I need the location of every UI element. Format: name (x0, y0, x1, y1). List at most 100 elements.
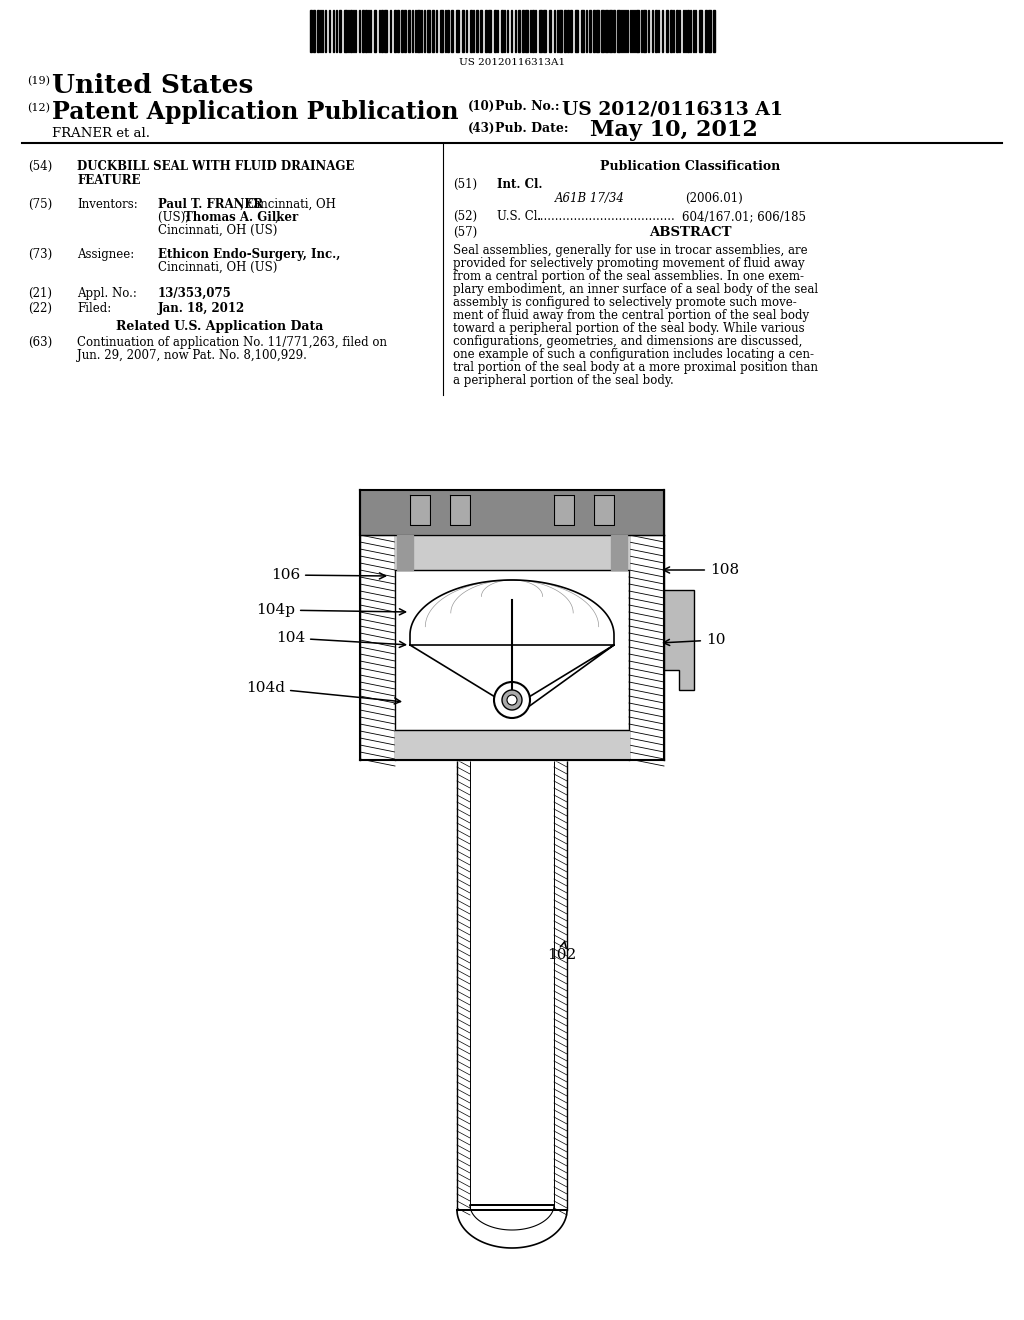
Text: Cincinnati, OH (US): Cincinnati, OH (US) (158, 261, 278, 275)
Text: 106: 106 (270, 568, 385, 582)
Text: ,: , (275, 211, 279, 224)
Bar (432, 11, 434, 51)
Text: a peripheral portion of the seal body.: a peripheral portion of the seal body. (453, 374, 674, 387)
Polygon shape (395, 570, 629, 760)
Bar (317, 11, 319, 51)
Text: FEATURE: FEATURE (77, 174, 140, 187)
Polygon shape (470, 760, 554, 1214)
Text: Seal assemblies, generally for use in trocar assemblies, are: Seal assemblies, generally for use in tr… (453, 244, 808, 257)
Polygon shape (360, 490, 664, 535)
Text: .....................................: ..................................... (537, 210, 676, 223)
Bar (362, 11, 364, 51)
Text: (12): (12) (27, 103, 50, 114)
Text: A61B 17/34: A61B 17/34 (555, 191, 625, 205)
Text: ABSTRACT: ABSTRACT (649, 226, 731, 239)
Bar (655, 11, 657, 51)
Bar (397, 11, 399, 51)
Polygon shape (457, 760, 470, 1210)
Text: 104p: 104p (256, 603, 406, 616)
Text: provided for selectively promoting movement of fluid away: provided for selectively promoting movem… (453, 257, 805, 271)
Bar (570, 11, 572, 51)
Text: (US);: (US); (158, 211, 193, 224)
Text: Appl. No.:: Appl. No.: (77, 286, 137, 300)
Text: May 10, 2012: May 10, 2012 (590, 119, 758, 141)
Text: United States: United States (52, 73, 253, 98)
Text: DUCKBILL SEAL WITH FLUID DRAINAGE: DUCKBILL SEAL WITH FLUID DRAINAGE (77, 160, 354, 173)
Bar (643, 11, 646, 51)
Bar (605, 11, 608, 51)
Bar (581, 11, 584, 51)
Bar (708, 11, 711, 51)
Text: toward a peripheral portion of the seal body. While various: toward a peripheral portion of the seal … (453, 322, 805, 335)
Polygon shape (395, 730, 629, 760)
Text: (52): (52) (453, 210, 477, 223)
Text: Ethicon Endo-Surgery, Inc.,: Ethicon Endo-Surgery, Inc., (158, 248, 340, 261)
Text: Jan. 18, 2012: Jan. 18, 2012 (158, 302, 246, 315)
Bar (705, 11, 707, 51)
Polygon shape (664, 590, 694, 690)
Bar (384, 11, 387, 51)
Bar (374, 11, 376, 51)
Text: Paul T. FRANER: Paul T. FRANER (158, 198, 263, 211)
Bar (485, 11, 487, 51)
Text: assembly is configured to selectively promote such move-: assembly is configured to selectively pr… (453, 296, 797, 309)
Text: Jun. 29, 2007, now Pat. No. 8,100,929.: Jun. 29, 2007, now Pat. No. 8,100,929. (77, 348, 307, 362)
Text: plary embodiment, an inner surface of a seal body of the seal: plary embodiment, an inner surface of a … (453, 282, 818, 296)
Text: (63): (63) (28, 337, 52, 348)
Bar (417, 11, 420, 51)
Circle shape (494, 682, 530, 718)
Text: Pub. No.:: Pub. No.: (495, 100, 559, 114)
Text: Thomas A. Gilker: Thomas A. Gilker (184, 211, 298, 224)
Text: 10: 10 (664, 634, 725, 647)
Bar (601, 11, 604, 51)
Bar (408, 11, 410, 51)
Polygon shape (360, 535, 395, 760)
Polygon shape (611, 535, 627, 570)
Bar (666, 11, 668, 51)
Bar (564, 11, 566, 51)
Text: US 20120116313A1: US 20120116313A1 (459, 58, 565, 67)
Polygon shape (410, 495, 430, 525)
Text: (10): (10) (468, 100, 496, 114)
Text: FRANER et al.: FRANER et al. (52, 127, 150, 140)
Text: Publication Classification: Publication Classification (600, 160, 780, 173)
Bar (394, 11, 396, 51)
Bar (381, 11, 383, 51)
Bar (609, 11, 612, 51)
Polygon shape (397, 535, 413, 570)
Text: (51): (51) (453, 178, 477, 191)
Bar (310, 11, 312, 51)
Bar (543, 11, 546, 51)
Text: (2006.01): (2006.01) (685, 191, 742, 205)
Bar (427, 11, 430, 51)
Bar (440, 11, 443, 51)
Bar (522, 11, 524, 51)
Bar (350, 11, 352, 51)
Text: 102: 102 (547, 941, 577, 962)
Bar (613, 11, 615, 51)
Bar (713, 11, 715, 51)
Bar (699, 11, 702, 51)
Bar (559, 11, 562, 51)
Bar (470, 11, 472, 51)
Text: ment of fluid away from the central portion of the seal body: ment of fluid away from the central port… (453, 309, 809, 322)
Text: Inventors:: Inventors: (77, 198, 138, 211)
Text: 13/353,075: 13/353,075 (158, 286, 231, 300)
Bar (593, 11, 595, 51)
Bar (617, 11, 620, 51)
Polygon shape (450, 495, 470, 525)
Text: Filed:: Filed: (77, 302, 112, 315)
Text: from a central portion of the seal assemblies. In one exem-: from a central portion of the seal assem… (453, 271, 804, 282)
Bar (313, 11, 315, 51)
Text: (22): (22) (28, 302, 52, 315)
Text: Int. Cl.: Int. Cl. (497, 178, 543, 191)
Polygon shape (594, 495, 614, 525)
Text: Pub. Date:: Pub. Date: (495, 121, 568, 135)
Bar (488, 11, 490, 51)
Text: 108: 108 (664, 564, 739, 577)
Polygon shape (629, 535, 664, 760)
Bar (462, 11, 464, 51)
Bar (456, 11, 459, 51)
Text: Patent Application Publication: Patent Application Publication (52, 100, 459, 124)
Text: (43): (43) (468, 121, 496, 135)
